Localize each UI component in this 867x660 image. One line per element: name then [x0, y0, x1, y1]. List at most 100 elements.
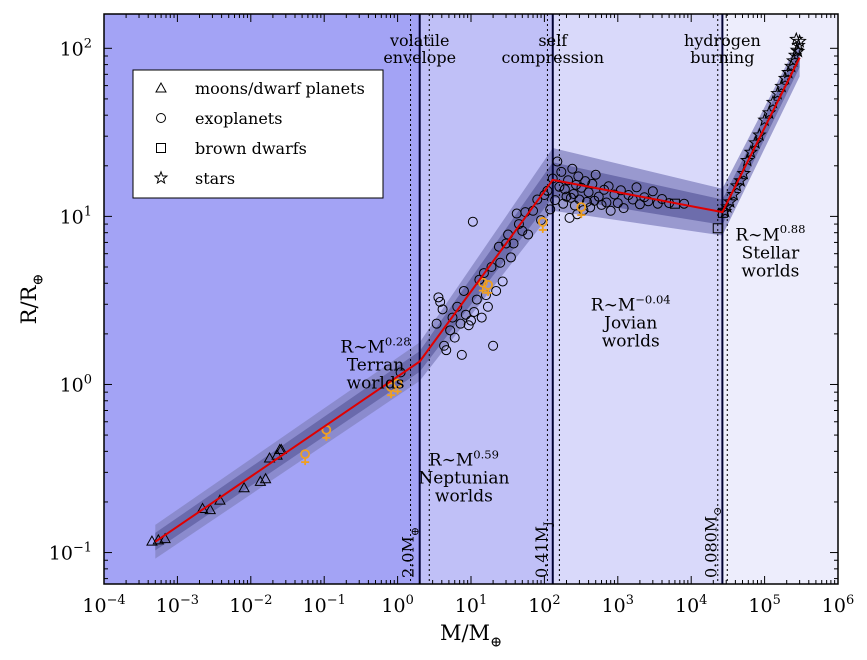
star-point-2	[722, 194, 738, 209]
circle-point-19	[471, 294, 482, 305]
circle-point-5	[439, 340, 450, 351]
x-tick-label-0: 10−4	[82, 593, 125, 617]
planet-point-0	[300, 449, 311, 466]
circle-point-6	[441, 345, 452, 356]
uncertainty-bands	[155, 39, 800, 559]
star-point-25	[790, 43, 806, 58]
circle-point-7	[445, 325, 456, 336]
circle-point-57	[567, 163, 578, 174]
transition-top-label-1-1: compression	[501, 48, 604, 67]
relation-line	[154, 57, 801, 543]
circle-point-13	[458, 285, 469, 296]
circle-point-29	[495, 257, 506, 268]
band-inner	[155, 47, 800, 551]
circle-point-89	[647, 186, 658, 197]
circle-point-67	[581, 196, 592, 207]
circle-point-46	[547, 173, 558, 184]
x-tick-label-4: 100	[381, 593, 413, 617]
legend-label-0: moons/dwarf planets	[195, 79, 365, 98]
circle-point-51	[558, 198, 569, 209]
regime-name-1-0: Neptunian	[418, 468, 509, 488]
planet-point-5	[483, 279, 494, 296]
star-point-0	[717, 203, 733, 218]
circle-point-41	[532, 194, 543, 205]
circle-point-53	[561, 191, 572, 202]
circle-point-74	[596, 199, 607, 210]
circle-point-82	[618, 203, 629, 214]
circle-point-18	[469, 306, 480, 317]
circle-point-26	[488, 340, 499, 351]
circle-point-4	[437, 304, 448, 315]
circle-point-33	[505, 252, 516, 263]
x-tick-label-5: 101	[455, 593, 487, 617]
circle-point-81	[615, 185, 626, 196]
circle-point-62	[573, 171, 584, 182]
regime-name-3-0: Stellar	[742, 243, 801, 263]
y-tick-label-0: 10−1	[49, 541, 92, 565]
circle-point-88	[643, 196, 654, 207]
planet-point-7	[576, 202, 587, 219]
planet-point-3	[392, 378, 403, 395]
star-point-19	[785, 53, 801, 67]
circle-point-50	[556, 166, 567, 177]
circle-point-9	[449, 332, 460, 343]
legend-marker-circle	[156, 113, 166, 123]
legend: moons/dwarf planets exoplanets brown dwarf…	[132, 69, 384, 199]
transition-top-label-1-0: self	[538, 31, 568, 50]
circle-point-76	[601, 197, 612, 208]
circle-point-85	[631, 182, 642, 193]
x-tick-label-10: 106	[822, 593, 854, 617]
circle-point-70	[587, 178, 598, 189]
circle-point-39	[523, 229, 534, 240]
regime-relation-1: R∼M0.59	[429, 447, 499, 470]
regime-name-3-1: worlds	[741, 261, 799, 281]
regime-name-1-1: worlds	[435, 486, 493, 506]
transition-mass-label-2: 0.080M⊙	[701, 507, 724, 578]
circle-point-30	[497, 276, 508, 287]
circle-point-36	[513, 219, 524, 230]
regime-name-0-1: worlds	[347, 373, 405, 393]
circle-point-3	[435, 296, 446, 307]
triangle-point-0	[146, 535, 158, 546]
region-1	[419, 14, 553, 584]
star-point-5	[733, 173, 748, 187]
regime-relation-3: R∼M0.88	[735, 222, 805, 245]
legend-label-3: stars	[195, 169, 235, 188]
triangle-point-9	[263, 452, 276, 463]
regime-relation-2: R∼M−0.04	[591, 292, 671, 315]
x-tick-label-1: 10−3	[156, 593, 199, 617]
y-tick-label-1: 100	[60, 372, 92, 396]
circle-point-12	[456, 349, 467, 360]
circle-point-21	[476, 312, 487, 323]
circle-point-2	[433, 292, 444, 303]
regime-name-2-0: Jovian	[602, 314, 657, 334]
star-point-3	[726, 186, 742, 201]
transition-top-label-0-1: envelope	[383, 48, 456, 67]
planet-point-4	[477, 277, 488, 294]
circle-point-22	[478, 268, 489, 279]
x-tick-label-8: 104	[675, 593, 707, 617]
region-2	[552, 14, 723, 584]
circle-point-27	[491, 285, 502, 296]
regime-relation-0: R∼M0.28	[340, 334, 410, 357]
regime-name-2-1: worlds	[602, 332, 660, 352]
legend-box	[132, 69, 384, 199]
legend-marker-square	[156, 143, 166, 153]
circle-point-17	[467, 216, 478, 227]
y-axis-label: R/R⊕	[17, 274, 46, 325]
regime-name-0-0: Terran	[347, 355, 404, 375]
legend-label-2: brown dwarfs	[195, 139, 307, 158]
transition-top-label-2-0: hydrogen	[684, 31, 761, 50]
circle-point-37	[517, 225, 528, 236]
x-tick-label-6: 102	[528, 593, 560, 617]
x-axis-label: M/M⊕	[440, 621, 502, 650]
transition-top-label-0-0: volatile	[389, 31, 449, 50]
circle-point-80	[612, 198, 623, 209]
triangle-point-7	[254, 475, 267, 486]
y-tick-label-2: 101	[60, 204, 92, 228]
star-point-6	[736, 165, 752, 180]
x-tick-label-2: 10−2	[229, 593, 272, 617]
annotations: R∼M0.28TerranworldsR∼M0.59Neptunianworld…	[340, 222, 805, 506]
x-tick-label-9: 105	[748, 593, 780, 617]
